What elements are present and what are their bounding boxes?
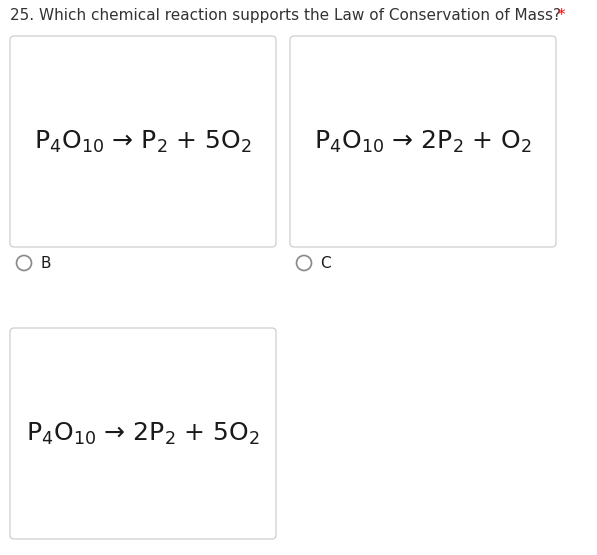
FancyBboxPatch shape — [10, 328, 276, 539]
Text: 25. Which chemical reaction supports the Law of Conservation of Mass?: 25. Which chemical reaction supports the… — [10, 8, 561, 23]
Text: B: B — [40, 255, 51, 270]
Text: P$_{4}$O$_{10}$ → P$_{2}$ + 5O$_{2}$: P$_{4}$O$_{10}$ → P$_{2}$ + 5O$_{2}$ — [34, 128, 252, 155]
Text: *: * — [553, 8, 565, 23]
Text: P$_{4}$O$_{10}$ → 2P$_{2}$ + 5O$_{2}$: P$_{4}$O$_{10}$ → 2P$_{2}$ + 5O$_{2}$ — [26, 420, 260, 447]
FancyBboxPatch shape — [10, 36, 276, 247]
Text: C: C — [320, 255, 331, 270]
Circle shape — [17, 255, 32, 270]
FancyBboxPatch shape — [290, 36, 556, 247]
Circle shape — [297, 255, 312, 270]
Text: P$_{4}$O$_{10}$ → 2P$_{2}$ + O$_{2}$: P$_{4}$O$_{10}$ → 2P$_{2}$ + O$_{2}$ — [314, 128, 532, 155]
